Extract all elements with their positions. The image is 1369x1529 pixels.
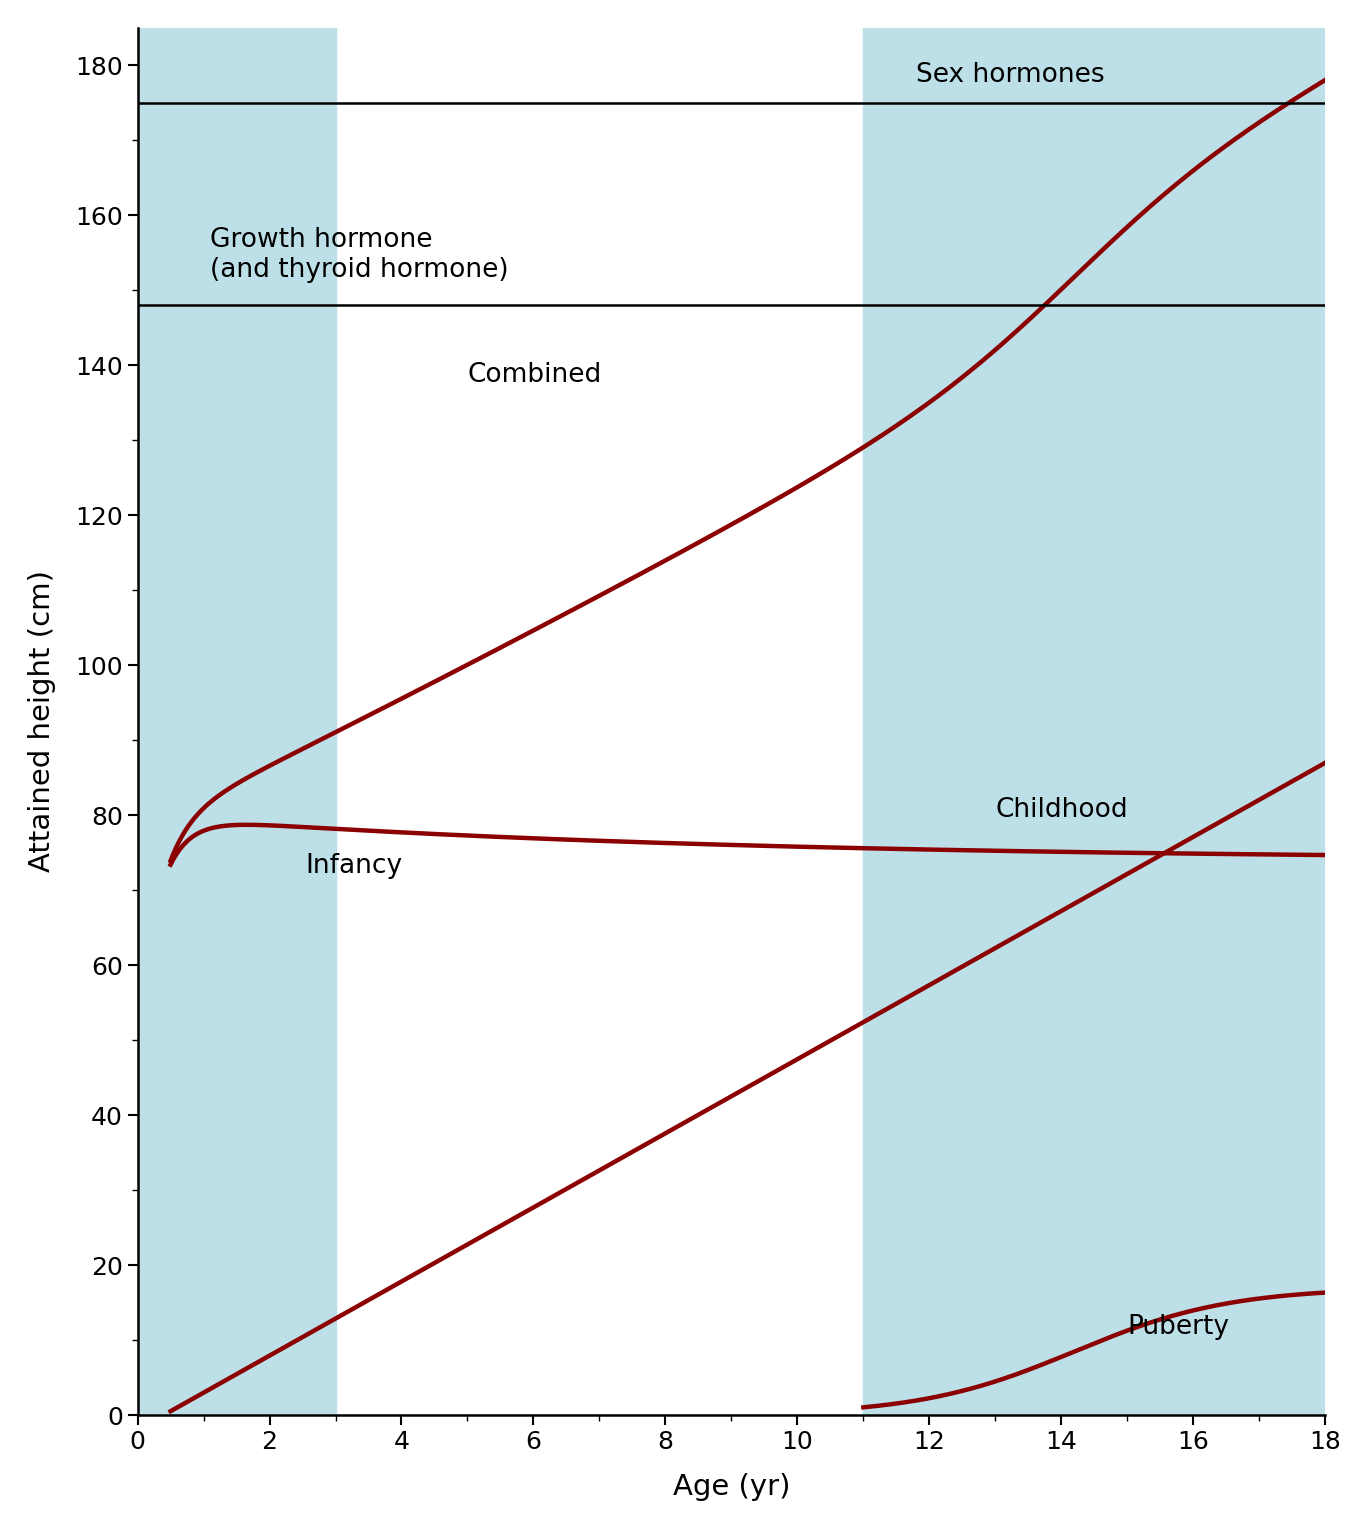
Y-axis label: Attained height (cm): Attained height (cm) <box>27 570 56 873</box>
Text: Childhood: Childhood <box>995 797 1128 823</box>
Bar <box>137 28 335 1416</box>
Text: Puberty: Puberty <box>1127 1315 1229 1341</box>
X-axis label: Age (yr): Age (yr) <box>672 1474 790 1501</box>
Text: Growth hormone
(and thyroid hormone): Growth hormone (and thyroid hormone) <box>209 226 509 283</box>
Text: Sex hormones: Sex hormones <box>916 61 1105 87</box>
Text: Combined: Combined <box>467 362 602 388</box>
Bar <box>864 28 1325 1416</box>
Text: Infancy: Infancy <box>305 853 402 879</box>
